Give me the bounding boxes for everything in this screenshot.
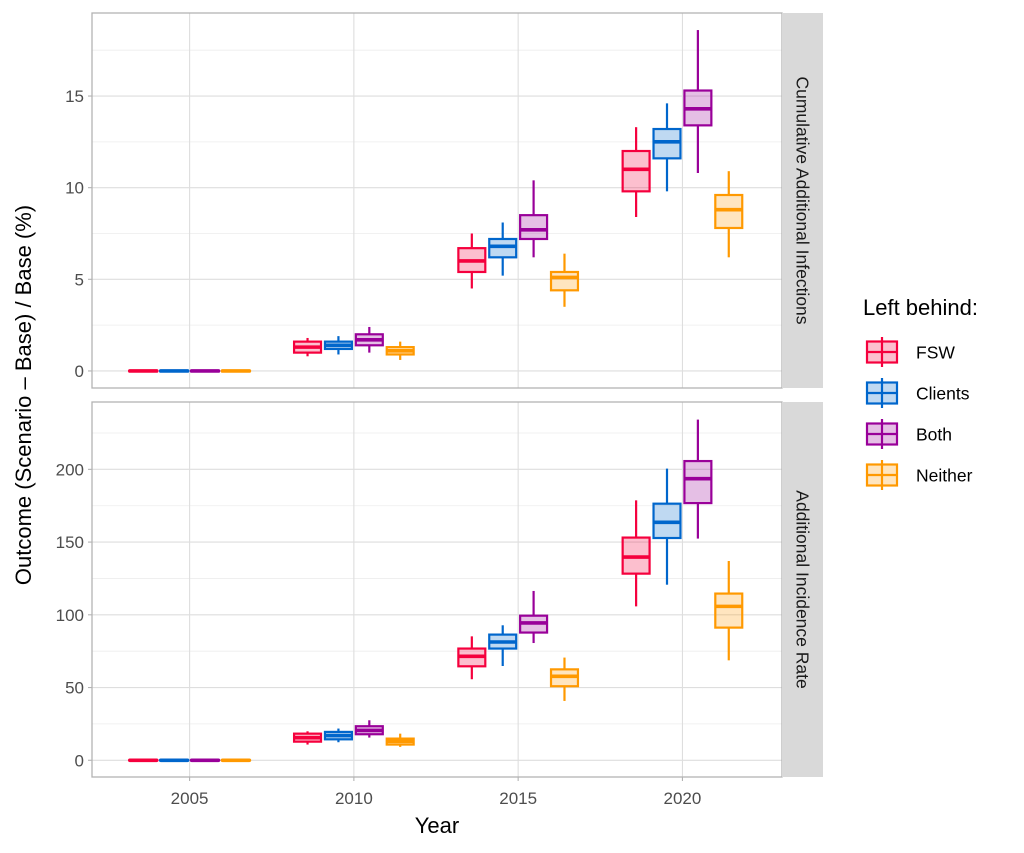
box-iqr (621, 149, 651, 193)
x-axis-title: Year (415, 813, 459, 838)
box-iqr (714, 592, 744, 629)
box-neither-2010 (385, 733, 415, 747)
series-clients (158, 468, 682, 763)
legend: Left behind: FSW Clients Both Neither (863, 295, 978, 490)
facet-strip-label: Cumulative Additional Infections (793, 76, 813, 324)
box-clients-2010 (323, 728, 354, 743)
box-neither-2020 (714, 560, 744, 661)
series-clients (158, 103, 682, 373)
y-tick-label: 0 (75, 751, 84, 770)
series-fsw (127, 500, 651, 763)
y-tick-label: 50 (65, 679, 84, 698)
facet-strip (782, 402, 823, 777)
y-tick-label: 10 (65, 179, 84, 198)
y-tick-label: 15 (65, 87, 84, 106)
panel-background (92, 13, 782, 388)
legend-label: Clients (916, 384, 970, 404)
box-neither-2015 (549, 253, 580, 307)
box-neither-2010 (385, 341, 415, 360)
box-fsw-2020 (621, 127, 651, 217)
box-neither-2015 (549, 657, 580, 701)
legend-label: FSW (916, 343, 955, 363)
series-both (189, 30, 713, 373)
box-both-2020 (683, 30, 713, 174)
series-fsw (127, 127, 651, 373)
box-neither-2020 (714, 171, 744, 258)
facet-strip (782, 13, 823, 388)
box-both-2010 (354, 326, 384, 353)
y-tick-label: 200 (56, 460, 84, 479)
box-clients-2020 (652, 468, 682, 585)
box-clients-2015 (488, 625, 518, 667)
legend-entry-both: Both (865, 419, 952, 449)
legend-label: Neither (916, 466, 973, 486)
x-tick-label: 2020 (664, 789, 702, 808)
legend-title: Left behind: (863, 295, 978, 320)
box-both-2010 (354, 720, 384, 738)
box-fsw-2020 (621, 500, 651, 607)
x-tick-label: 2010 (335, 789, 373, 808)
panel-1: 0 5 10 15 Cumulative Additional Infections (65, 12, 823, 389)
box-iqr (714, 193, 744, 230)
box-both-2015 (519, 590, 549, 644)
panel-2: 0 50 100 150 200 Additional Incidence Rate (56, 401, 823, 778)
box-fsw-2010 (292, 337, 323, 357)
facet-strip-label: Additional Incidence Rate (793, 490, 813, 688)
y-tick-label: 5 (75, 270, 84, 289)
y-axis-title: Outcome (Scenario – Base) / Base (%) (11, 205, 36, 585)
legend-entry-neither: Neither (865, 460, 973, 490)
box-iqr (683, 459, 713, 505)
legend-label: Both (916, 425, 952, 445)
y-tick-label: 150 (56, 533, 84, 552)
box-both-2015 (519, 180, 549, 258)
box-fsw-2015 (457, 233, 487, 289)
x-tick-label: 2015 (499, 789, 537, 808)
series-neither (220, 171, 744, 373)
panels: 0 5 10 15 Cumulative Additional Infections 0 5… (56, 12, 823, 778)
box-both-2020 (683, 419, 713, 539)
box-fsw-2015 (457, 636, 487, 680)
panel-background (92, 402, 782, 777)
x-tick-label: 2005 (171, 789, 209, 808)
legend-entry-clients: Clients (865, 378, 970, 408)
box-clients-2010 (323, 336, 354, 355)
series-both (189, 419, 713, 763)
box-iqr (652, 127, 682, 160)
box-fsw-2010 (292, 731, 323, 745)
box-iqr (519, 214, 549, 241)
box-clients-2020 (652, 103, 682, 192)
box-clients-2015 (488, 222, 518, 276)
series-neither (220, 560, 744, 763)
y-tick-label: 100 (56, 606, 84, 625)
box-iqr (549, 270, 580, 292)
y-tick-label: 0 (75, 362, 84, 381)
legend-entry-fsw: FSW (865, 337, 955, 367)
x-axis: 2005 2010 2015 2020 (171, 777, 702, 808)
box-iqr (488, 237, 518, 259)
